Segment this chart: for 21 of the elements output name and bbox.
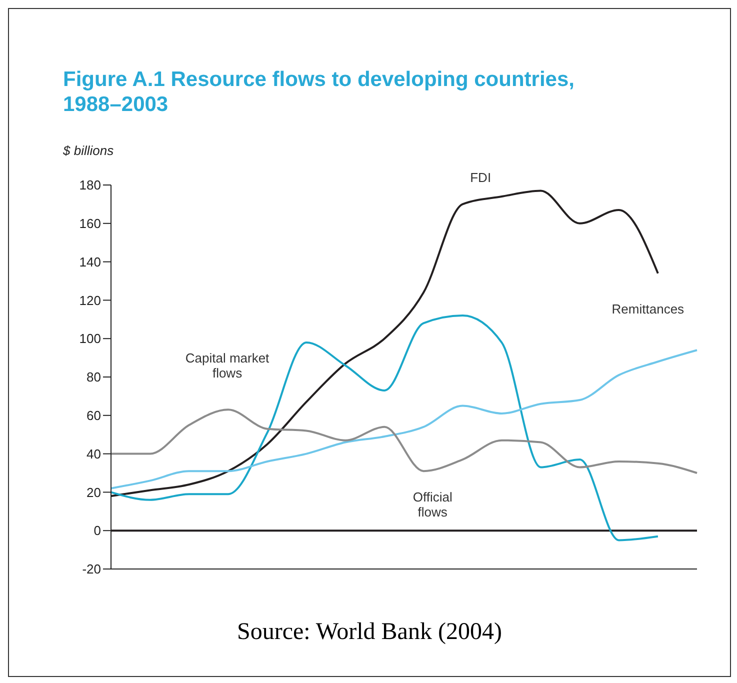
y-tick-label: 140 — [79, 254, 101, 270]
y-axis-title: $ billions — [63, 143, 114, 158]
line-series — [110, 349, 698, 490]
text: Remittances — [612, 302, 685, 317]
y-tick-label: 160 — [79, 216, 101, 232]
source-note: Source: World Bank (2004) — [236, 619, 503, 646]
series-label: FDI — [470, 170, 492, 186]
chart-title: Figure A.1 Resource flows to developing countries, 1988–2003 — [63, 67, 576, 117]
line-series — [110, 408, 698, 474]
y-tick-label: 80 — [86, 370, 101, 385]
y-tick-label: 100 — [79, 331, 101, 346]
y-tick-label: 60 — [86, 408, 101, 424]
line-series — [110, 314, 659, 542]
y-tick-label: -20 — [82, 562, 101, 577]
series-label: Capital market flows — [185, 350, 270, 381]
y-tick-label: 40 — [86, 446, 101, 462]
y-tick-label: 20 — [86, 484, 101, 500]
y-tick-label: 0 — [94, 523, 101, 538]
y-tick-label: 120 — [79, 292, 101, 308]
y-tick-label: 180 — [79, 178, 101, 193]
series-label: Official flows — [412, 490, 452, 520]
